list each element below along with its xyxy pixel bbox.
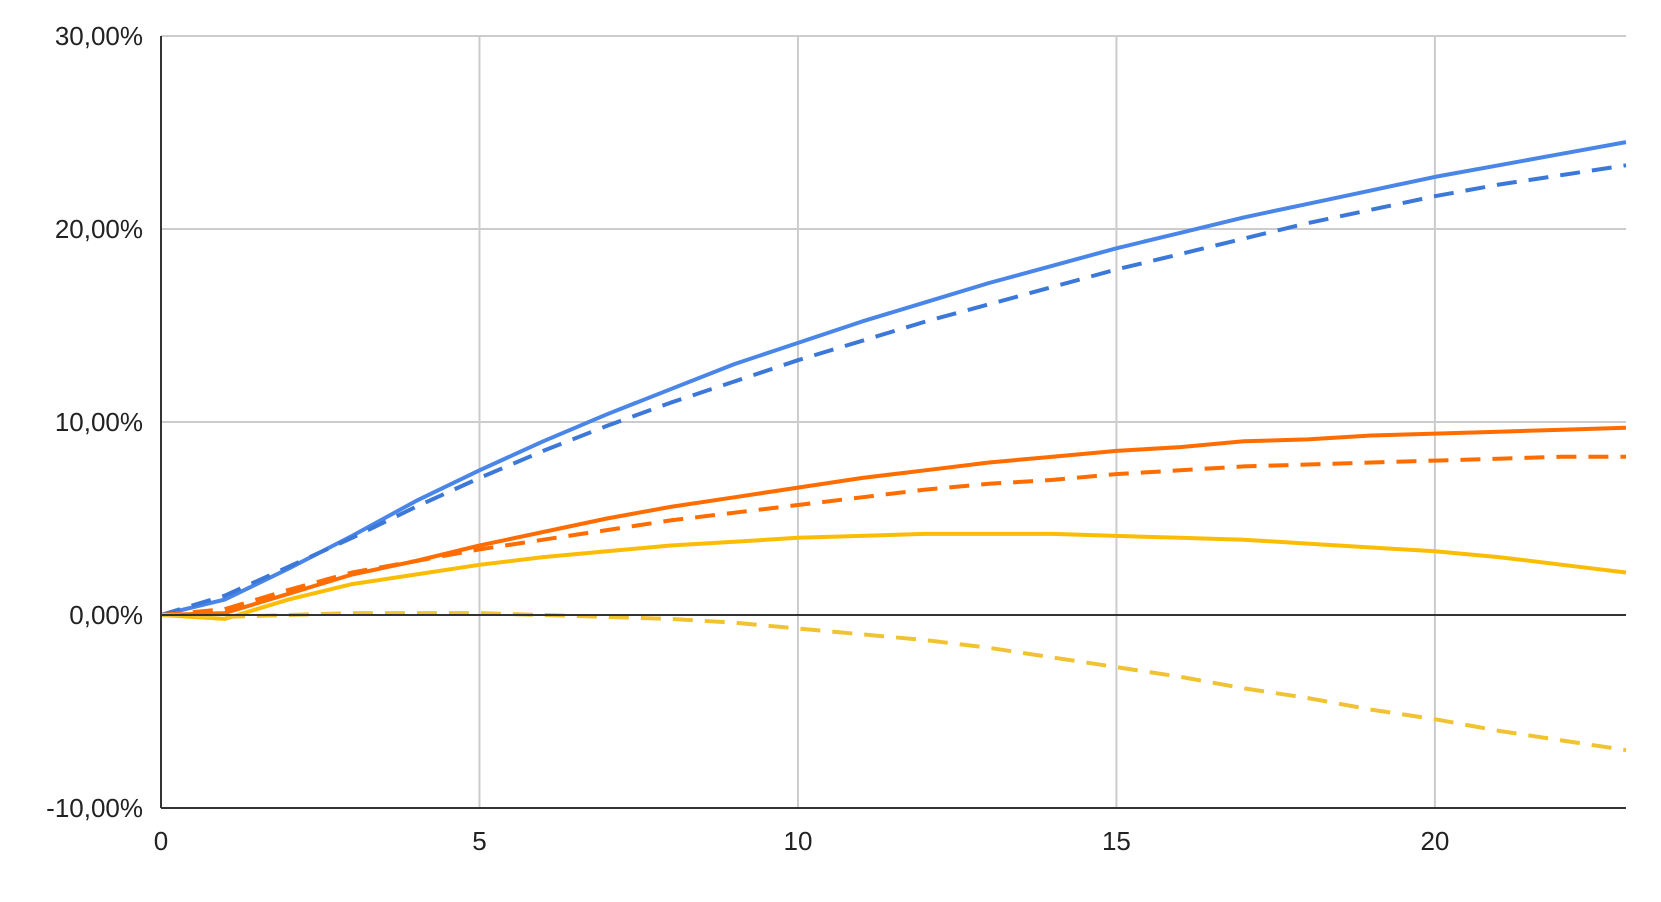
tick-labels: -10,00% 0,00% 10,00% 20,00% 30,00% 0 5 10 15 20 [46,21,1449,856]
series-line-6 [160,611,1627,753]
series-line-4 [160,454,1626,617]
y-tick-label: 20,00% [55,214,143,244]
x-tick-label: 10 [783,826,812,856]
x-tick-label: 5 [472,826,486,856]
y-tick-label: 10,00% [55,407,143,437]
series-line-3 [160,425,1627,617]
x-tick-label: 15 [1102,826,1131,856]
y-tick-label: 0,00% [69,600,143,630]
x-tick-label: 0 [154,826,168,856]
axes [160,36,1626,809]
series-line-1 [160,140,1627,617]
y-tick-label: 30,00% [55,21,143,51]
series-line-5 [160,531,1627,621]
series-line-2 [160,163,1627,617]
x-tick-label: 20 [1420,826,1449,856]
gridlines [161,35,1626,808]
y-tick-label: -10,00% [46,793,143,823]
series-lines [160,140,1627,753]
